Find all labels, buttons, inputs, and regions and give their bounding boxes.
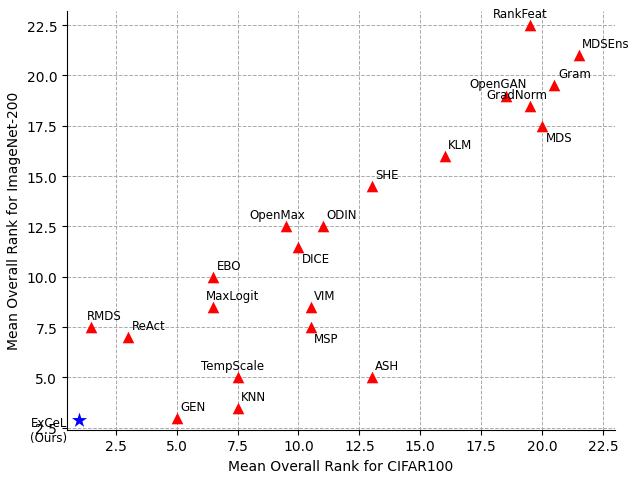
Point [305, 324, 316, 331]
Text: OpenGAN: OpenGAN [469, 78, 526, 91]
Text: MSP: MSP [314, 333, 339, 346]
Point [549, 83, 559, 90]
Text: EBO: EBO [217, 259, 241, 272]
X-axis label: Mean Overall Rank for CIFAR100: Mean Overall Rank for CIFAR100 [228, 459, 454, 473]
Text: MDS: MDS [546, 132, 572, 144]
Point [573, 52, 584, 60]
Text: RMDS: RMDS [86, 310, 121, 323]
Point [525, 103, 535, 110]
Text: KNN: KNN [241, 390, 266, 403]
Point [525, 22, 535, 30]
Point [293, 243, 303, 251]
Text: DICE: DICE [302, 252, 330, 265]
Point [74, 416, 84, 424]
Point [317, 223, 328, 231]
Point [232, 374, 243, 382]
Text: ReAct: ReAct [132, 320, 165, 333]
Text: MDSEns: MDSEns [582, 38, 630, 51]
Point [367, 374, 377, 382]
Text: ExCeL
(Ours): ExCeL (Ours) [30, 416, 67, 444]
Point [440, 153, 450, 160]
Point [208, 303, 218, 311]
Text: ASH: ASH [375, 360, 399, 372]
Text: OpenMax: OpenMax [250, 209, 305, 222]
Text: Gram: Gram [558, 68, 591, 81]
Point [537, 122, 547, 130]
Text: MaxLogit: MaxLogit [206, 289, 259, 302]
Point [123, 334, 133, 341]
Point [305, 303, 316, 311]
Text: VIM: VIM [314, 289, 336, 302]
Text: TempScale: TempScale [201, 360, 264, 372]
Point [86, 324, 97, 331]
Text: KLM: KLM [448, 139, 472, 152]
Point [500, 93, 511, 100]
Point [367, 183, 377, 191]
Text: GEN: GEN [180, 400, 205, 413]
Text: SHE: SHE [375, 169, 399, 182]
Point [281, 223, 291, 231]
Text: ODIN: ODIN [326, 209, 357, 222]
Point [172, 414, 182, 421]
Point [208, 273, 218, 281]
Y-axis label: Mean Overall Rank for ImageNet-200: Mean Overall Rank for ImageNet-200 [7, 92, 21, 350]
Point [232, 404, 243, 412]
Text: GradNorm: GradNorm [486, 88, 547, 101]
Text: RankFeat: RankFeat [493, 8, 548, 21]
